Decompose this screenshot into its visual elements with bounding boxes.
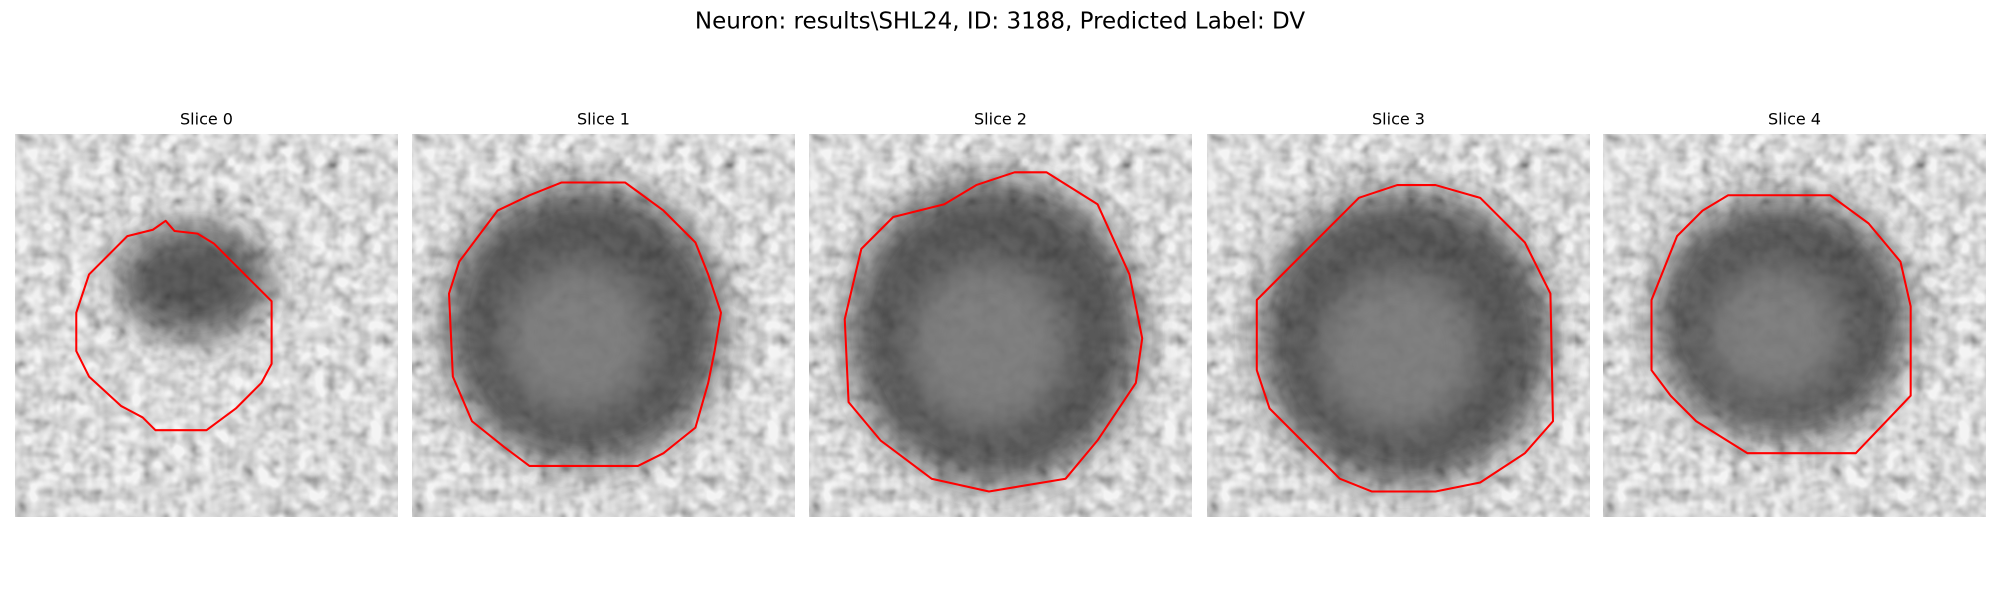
cell-interior <box>500 261 656 416</box>
cell-body <box>117 223 271 339</box>
figure-title: Neuron: results\SHL24, ID: 3188, Predict… <box>695 9 1305 35</box>
image-panel <box>1603 134 1986 517</box>
image-panel <box>15 134 398 517</box>
image-panel <box>809 134 1192 517</box>
segmentation-contour <box>75 219 273 432</box>
cell-interior <box>906 260 1069 429</box>
panel-title: Slice 4 <box>1768 110 1821 129</box>
panel-title: Slice 3 <box>1372 110 1425 129</box>
panel-title: Slice 2 <box>974 110 1027 129</box>
segmentation-contour <box>1650 194 1912 455</box>
panel-title: Slice 0 <box>180 110 233 129</box>
segmentation-contour <box>1255 184 1554 493</box>
image-panel <box>412 134 795 517</box>
cell-interior <box>1705 265 1846 399</box>
segmentation-contour <box>448 181 722 467</box>
panel-title: Slice 1 <box>577 110 630 129</box>
segmentation-contour <box>843 171 1144 493</box>
image-panel <box>1207 134 1590 517</box>
cell-interior <box>1317 270 1480 432</box>
